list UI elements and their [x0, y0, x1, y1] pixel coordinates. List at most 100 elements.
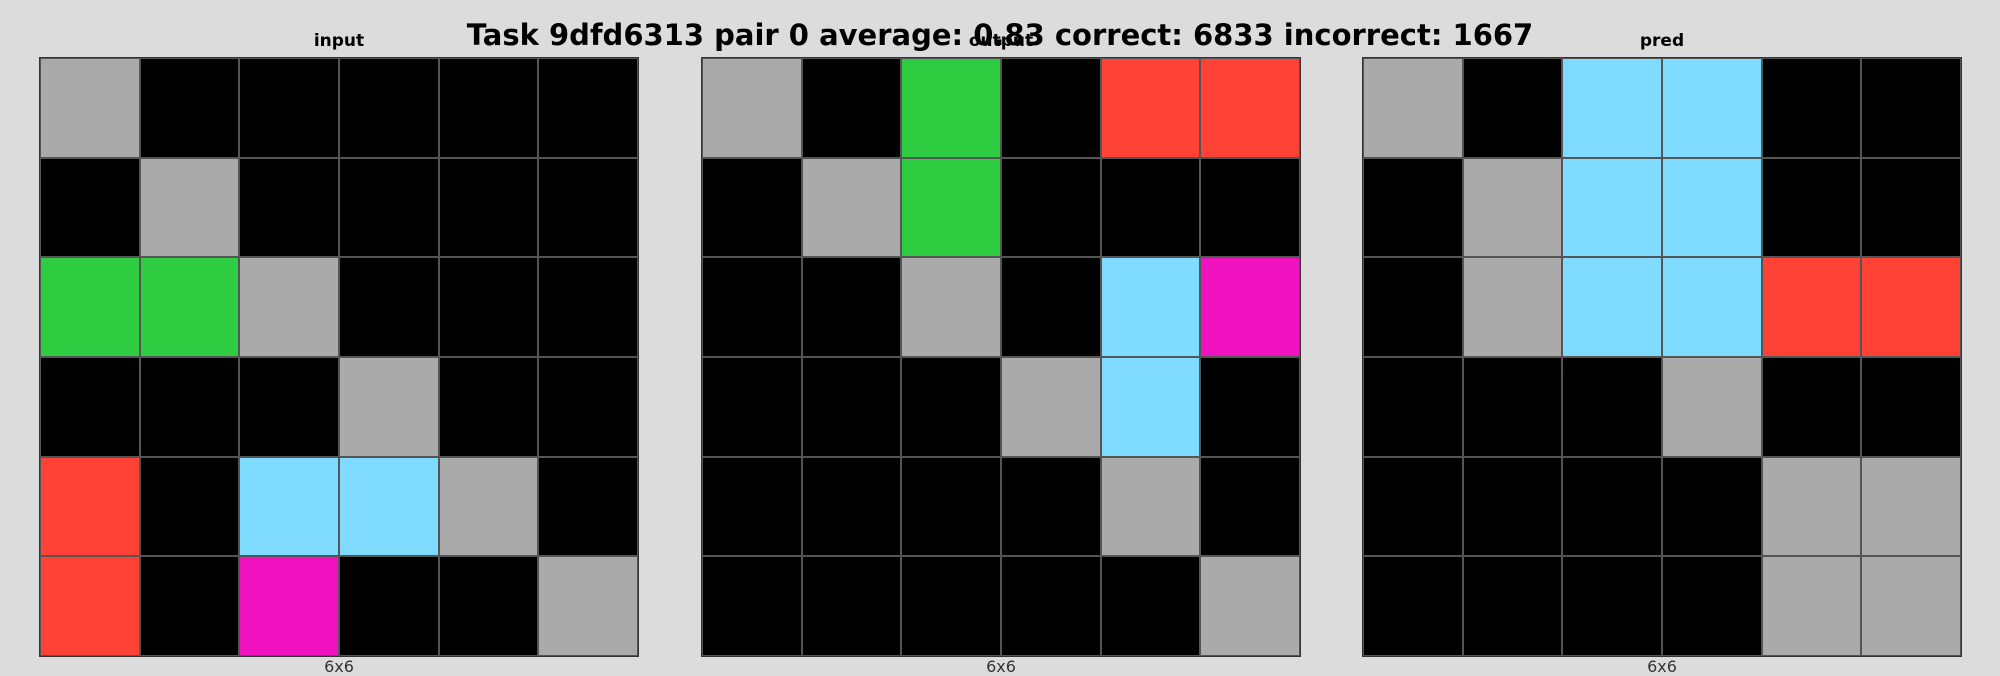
grid-cell	[1200, 157, 1300, 258]
grid-cell	[338, 556, 439, 656]
grid-cell	[1100, 257, 1201, 357]
pred-panel: pred 6x6	[1362, 0, 1962, 675]
grid-cell	[1462, 456, 1563, 557]
grid-cell	[1562, 556, 1662, 656]
grid-cell	[702, 257, 802, 357]
grid-cell	[1562, 356, 1662, 457]
grid-cell	[1562, 257, 1662, 357]
output-panel: output 6x6	[701, 0, 1301, 675]
grid-cell	[538, 556, 638, 656]
grid-cell	[139, 556, 240, 656]
grid-cell	[139, 157, 240, 258]
grid-cell	[1200, 356, 1300, 457]
grid-cell	[239, 456, 339, 557]
grid-cell	[1363, 58, 1463, 158]
grid-cell	[40, 157, 140, 258]
grid-cell	[1000, 456, 1101, 557]
grid-cell	[901, 356, 1001, 457]
grid-cell	[538, 157, 638, 258]
grid-cell	[702, 58, 802, 158]
grid-cell	[338, 157, 439, 258]
grid-cell	[40, 556, 140, 656]
grid-cell	[1661, 556, 1762, 656]
grid-cell	[239, 257, 339, 357]
grid-cell	[702, 356, 802, 457]
grid-cell	[1661, 356, 1762, 457]
grid-cell	[901, 257, 1001, 357]
grid-cell	[801, 157, 902, 258]
grid-cell	[1000, 356, 1101, 457]
grid-cell	[538, 456, 638, 557]
grid-cell	[1000, 257, 1101, 357]
grid-cell	[901, 58, 1001, 158]
grid-cell	[1000, 58, 1101, 158]
grid-cell	[801, 456, 902, 557]
grid-cell	[1661, 257, 1762, 357]
grid-cell	[901, 456, 1001, 557]
grid-cell	[1562, 58, 1662, 158]
grid-cell	[1363, 157, 1463, 258]
grid-cell	[538, 257, 638, 357]
grid-cell	[1761, 157, 1862, 258]
grid-cell	[1761, 556, 1862, 656]
grid-cell	[1100, 157, 1201, 258]
grid-cell	[40, 257, 140, 357]
grid-cell	[139, 58, 240, 158]
grid-cell	[239, 58, 339, 158]
grid-cell	[1363, 556, 1463, 656]
grid-cell	[1661, 157, 1762, 258]
grid-cell	[1861, 356, 1961, 457]
grid-cell	[1462, 157, 1563, 258]
output-size-label: 6x6	[986, 657, 1016, 676]
output-panel-title: output	[968, 31, 1034, 51]
grid-cell	[901, 157, 1001, 258]
grid-cell	[239, 556, 339, 656]
grid-cell	[239, 157, 339, 258]
grid-cell	[40, 456, 140, 557]
grid-cell	[438, 456, 539, 557]
grid-cell	[139, 356, 240, 457]
grid-cell	[438, 157, 539, 258]
grid-cell	[139, 257, 240, 357]
grid-cell	[1462, 556, 1563, 656]
grid-cell	[1363, 257, 1463, 357]
grid-cell	[1661, 58, 1762, 158]
grid-cell	[1000, 556, 1101, 656]
grid-cell	[1761, 257, 1862, 357]
grid-cell	[702, 157, 802, 258]
grid-cell	[1861, 556, 1961, 656]
grid-cell	[338, 356, 439, 457]
input-panel: input 6x6	[39, 0, 639, 675]
grid-cell	[1462, 257, 1563, 357]
grid-cell	[801, 58, 902, 158]
grid-cell	[1363, 356, 1463, 457]
grid-cell	[1462, 356, 1563, 457]
grid-cell	[901, 556, 1001, 656]
grid-cell	[1761, 356, 1862, 457]
grid-cell	[1100, 456, 1201, 557]
input-size-label: 6x6	[324, 657, 354, 676]
grid-cell	[40, 356, 140, 457]
grid-cell	[1000, 157, 1101, 258]
grid-cell	[438, 257, 539, 357]
grid-cell	[438, 556, 539, 656]
grid-cell	[1661, 456, 1762, 557]
grid-cell	[1100, 556, 1201, 656]
grid-cell	[1861, 157, 1961, 258]
grid-cell	[801, 257, 902, 357]
grid-cell	[1200, 58, 1300, 158]
grid-cell	[1363, 456, 1463, 557]
grid-cell	[702, 556, 802, 656]
input-panel-title: input	[313, 31, 365, 51]
grid-cell	[438, 356, 539, 457]
input-grid	[39, 57, 639, 657]
grid-cell	[1861, 456, 1961, 557]
pred-panel-title: pred	[1639, 31, 1685, 51]
grid-cell	[338, 257, 439, 357]
output-grid	[701, 57, 1301, 657]
grid-cell	[1200, 556, 1300, 656]
grid-cell	[1861, 58, 1961, 158]
pred-grid	[1362, 57, 1962, 657]
grid-cell	[1462, 58, 1563, 158]
grid-cell	[538, 356, 638, 457]
